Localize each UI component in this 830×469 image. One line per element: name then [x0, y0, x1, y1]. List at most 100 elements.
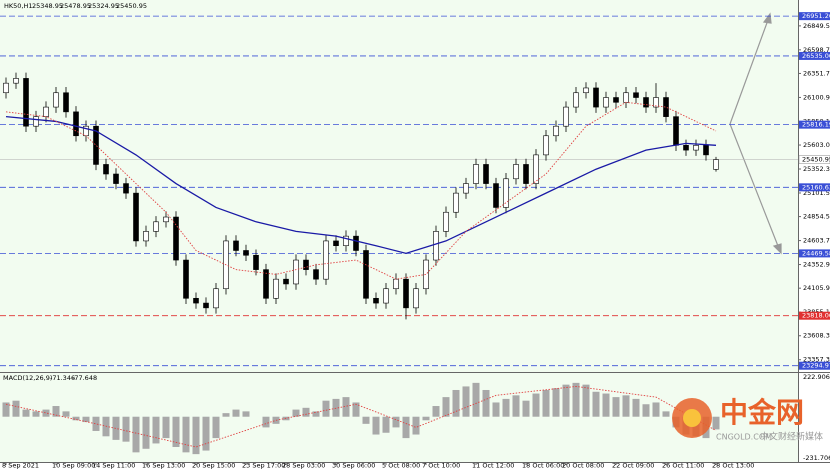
- level-label-box: [799, 51, 830, 60]
- candle-body: [653, 97, 659, 108]
- watermark-name: 中金网: [720, 396, 804, 429]
- x-tick-label: 22 Oct 09:00: [612, 462, 654, 469]
- candle-body: [33, 116, 39, 127]
- macd-bar: [2, 402, 10, 417]
- level-label: 23294.97: [802, 362, 830, 370]
- candle-body: [413, 288, 419, 309]
- y-tick-label: 26849.50: [803, 22, 830, 30]
- candle-body: [403, 278, 409, 309]
- candle-body: [283, 278, 289, 285]
- candle-body: [113, 173, 119, 184]
- candle-body: [573, 92, 579, 108]
- candle-body: [13, 78, 19, 84]
- level-label: 24469.58: [802, 249, 830, 257]
- candle-body: [513, 164, 519, 180]
- y-tick-label: 24603.70: [803, 237, 830, 245]
- macd-bar: [182, 416, 190, 453]
- x-tick-label: 28 Sep 03:00: [282, 462, 325, 469]
- level-label: 26535.00: [802, 52, 830, 60]
- y-tick-label: 26598.70: [803, 46, 830, 54]
- current-price-box: [798, 155, 830, 164]
- candle-body: [523, 164, 529, 184]
- macd-bar: [82, 416, 90, 423]
- candle-body: [553, 125, 559, 137]
- candle-body: [73, 111, 79, 137]
- candle-body: [103, 164, 109, 175]
- watermark-slogan: 中文财经新媒体: [760, 431, 823, 443]
- moving-average: [5, 115, 717, 255]
- header-high: 25478.95: [60, 2, 91, 10]
- symbol: HK50,H1: [4, 2, 33, 10]
- macd-bar: [192, 416, 200, 455]
- candle-body: [3, 82, 9, 94]
- macd-bar: [482, 389, 490, 417]
- header-low: 25324.95: [88, 2, 119, 10]
- candle-body: [583, 87, 589, 94]
- macd-bar: [112, 416, 120, 440]
- candle-body: [63, 92, 69, 113]
- level-label-box: [799, 12, 830, 21]
- macd-bar: [622, 395, 630, 417]
- x-tick-label: 30 Sep 06:00: [332, 462, 375, 469]
- x-tick-label: 20 Sep 15:00: [192, 462, 235, 469]
- level-label: 23818.00: [802, 312, 830, 320]
- candle-body: [433, 231, 439, 261]
- header-open: 25348.95: [32, 2, 63, 10]
- candle-body: [203, 302, 209, 309]
- candle-body: [163, 216, 169, 223]
- macd-bar: [212, 416, 220, 439]
- arrow-head: [772, 243, 782, 255]
- macd-bar: [242, 411, 250, 417]
- candle-body: [53, 92, 59, 108]
- macd-bar: [372, 416, 380, 435]
- candle-body: [263, 269, 269, 299]
- candle-body: [253, 254, 259, 270]
- macd-bar: [382, 416, 390, 433]
- candle-body: [423, 259, 429, 290]
- macd-bar: [62, 411, 70, 417]
- candle-body: [143, 231, 149, 242]
- macd-bar: [312, 411, 320, 417]
- candle-body: [463, 183, 469, 194]
- y-tick-label: 24352.90: [803, 261, 830, 269]
- y-tick-label: 25352.30: [803, 165, 830, 173]
- macd-bar: [292, 409, 300, 417]
- candle-body: [303, 259, 309, 270]
- level-label-box: [799, 249, 830, 258]
- candle-body: [703, 145, 709, 156]
- x-tick-label: 26 Oct 11:00: [662, 462, 704, 469]
- macd-bar: [232, 409, 240, 417]
- x-tick-label: 14 Sep 11:00: [92, 462, 135, 469]
- macd-bar: [42, 409, 50, 417]
- candle-body: [273, 278, 279, 299]
- x-tick-label: 18 Oct 06:00: [522, 462, 564, 469]
- candle-body: [543, 135, 549, 156]
- candle-body: [493, 183, 499, 208]
- level-label-box: [799, 361, 830, 370]
- candle-body: [713, 159, 719, 170]
- macd-bar: [602, 393, 610, 417]
- candle-body: [313, 269, 319, 280]
- header: HK50,H1 25348.95 25478.95 25324.95 25450…: [3, 2, 147, 382]
- candle-body: [133, 192, 139, 242]
- macd-bar: [612, 397, 620, 417]
- x-tick-label: 10 Sep 09:00: [52, 462, 95, 469]
- candle-body: [673, 116, 679, 146]
- macd-bar: [122, 416, 130, 442]
- signal-value: -77.648: [72, 374, 97, 382]
- x-tick-label: 7 Oct 10:00: [422, 462, 460, 469]
- candle-body: [443, 211, 449, 232]
- candle-body: [693, 145, 699, 151]
- macd-bar: [712, 416, 720, 430]
- candle-body: [393, 278, 399, 290]
- y-tick-label: 26351.70: [803, 69, 830, 77]
- candle-body: [243, 250, 249, 256]
- candle-body: [473, 164, 479, 184]
- macd-tick-label: 222.906: [803, 373, 830, 381]
- macd-bar: [412, 416, 420, 435]
- y-tick-label: 23608.30: [803, 332, 830, 340]
- macd-bar: [572, 382, 580, 417]
- macd-bar: [592, 391, 600, 417]
- candle-body: [533, 154, 539, 184]
